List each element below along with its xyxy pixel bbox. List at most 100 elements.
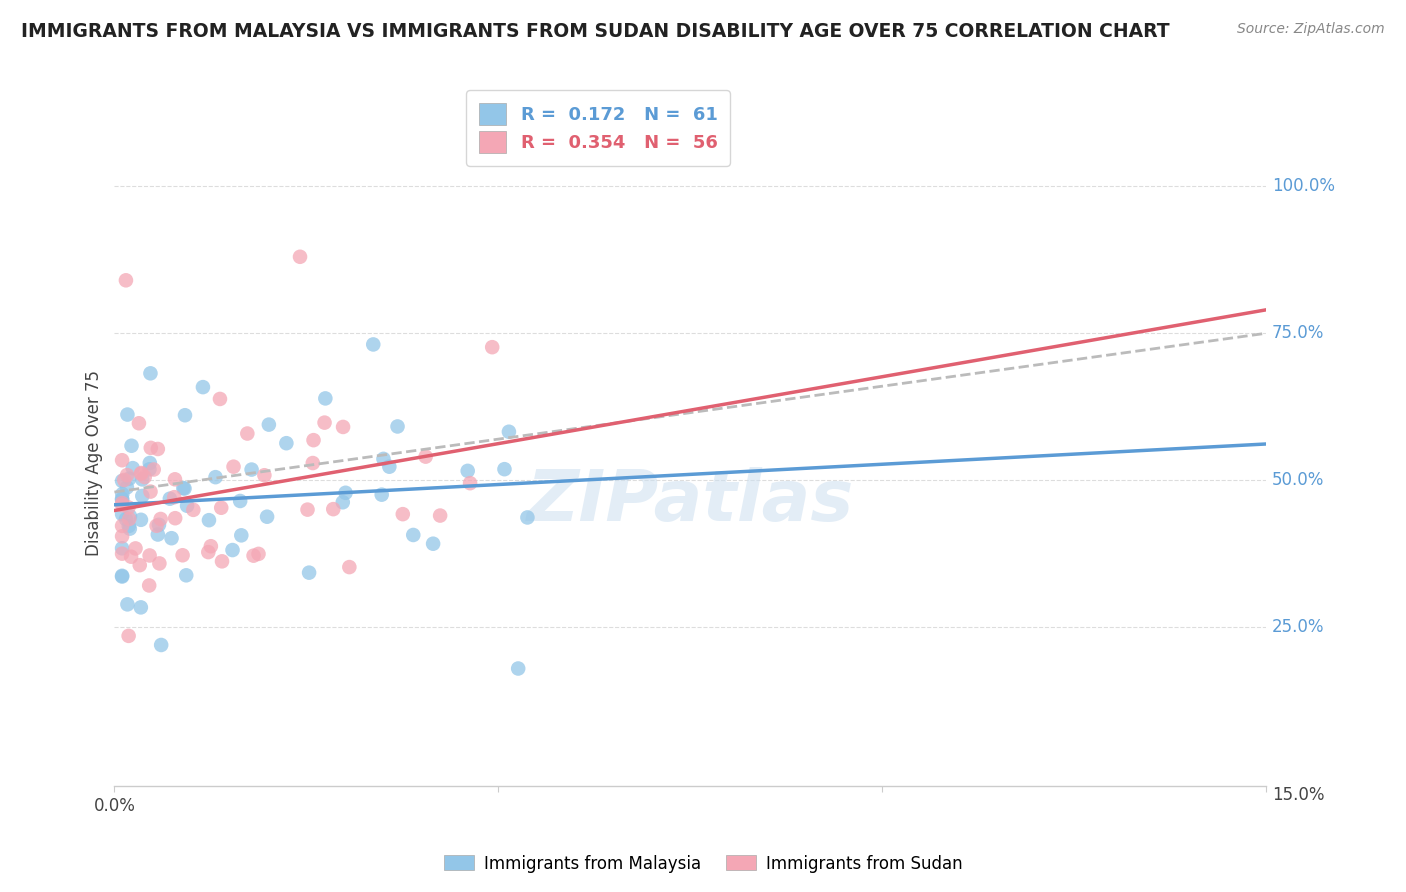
Text: 100.0%: 100.0% [1272,178,1336,195]
Point [197,545,219,559]
Point [115,512,138,526]
Point [163,472,186,486]
Point [148,557,170,571]
Point [129,513,152,527]
Legend: R =  0.172   N =  61, R =  0.354   N =  56: R = 0.172 N = 61, R = 0.354 N = 56 [467,90,730,166]
Point [115,468,138,483]
Point [111,496,134,510]
Point [231,528,253,542]
Point [115,480,138,494]
Point [131,489,153,503]
Point [373,451,395,466]
Point [337,560,360,574]
Point [422,537,444,551]
Point [139,367,162,381]
Point [118,472,141,486]
Point [111,491,134,506]
Point [297,502,319,516]
Point [150,638,173,652]
Point [139,484,162,499]
Point [332,420,354,434]
Point [124,541,146,556]
Point [508,661,530,675]
Point [146,527,169,541]
Point [183,503,205,517]
Point [498,425,520,439]
Point [257,417,280,432]
Point [128,417,150,431]
Point [253,468,276,483]
Point [415,450,437,464]
Text: Source: ZipAtlas.com: Source: ZipAtlas.com [1237,22,1385,37]
Point [458,476,481,491]
Y-axis label: Disability Age Over 75: Disability Age Over 75 [86,369,103,556]
Point [301,456,323,470]
Point [302,433,325,447]
Point [236,426,259,441]
Point [134,470,156,484]
Point [131,466,153,480]
Point [516,510,538,524]
Point [276,436,298,450]
Point [117,629,139,643]
Point [481,340,503,354]
Point [117,598,139,612]
Text: 75.0%: 75.0% [1272,325,1324,343]
Point [118,522,141,536]
Point [298,566,321,580]
Point [387,419,409,434]
Point [208,392,231,406]
Point [111,547,134,561]
Point [221,543,243,558]
Point [242,549,264,563]
Point [173,482,195,496]
Point [335,485,357,500]
Point [138,578,160,592]
Point [256,509,278,524]
Point [322,502,344,516]
Point [129,600,152,615]
Point [361,337,384,351]
Point [111,529,134,543]
Point [118,509,141,524]
Point [145,518,167,533]
Point [172,481,194,495]
Text: 25.0%: 25.0% [1272,618,1324,636]
Point [240,462,263,476]
Point [111,569,134,583]
Point [159,491,181,506]
Point [457,464,479,478]
Point [139,456,162,470]
Point [332,495,354,509]
Point [112,473,135,487]
Point [149,512,172,526]
Point [160,531,183,545]
Point [120,549,142,564]
Point [429,508,451,523]
Point [176,499,198,513]
Point [288,250,311,264]
Text: 50.0%: 50.0% [1272,471,1324,490]
Point [111,453,134,467]
Point [138,462,160,476]
Point [146,442,169,456]
Point [378,459,401,474]
Point [211,554,233,568]
Point [148,517,170,532]
Point [174,409,197,423]
Point [391,507,413,521]
Point [138,549,160,563]
Point [131,472,153,486]
Point [111,474,134,488]
Point [163,490,186,504]
Point [200,539,222,553]
Point [118,512,141,526]
Point [142,462,165,476]
Point [117,408,139,422]
Point [209,500,232,515]
Point [118,519,141,533]
Point [111,569,134,583]
Text: IMMIGRANTS FROM MALAYSIA VS IMMIGRANTS FROM SUDAN DISABILITY AGE OVER 75 CORRELA: IMMIGRANTS FROM MALAYSIA VS IMMIGRANTS F… [21,22,1170,41]
Point [198,513,221,527]
Legend: Immigrants from Malaysia, Immigrants from Sudan: Immigrants from Malaysia, Immigrants fro… [437,848,969,880]
